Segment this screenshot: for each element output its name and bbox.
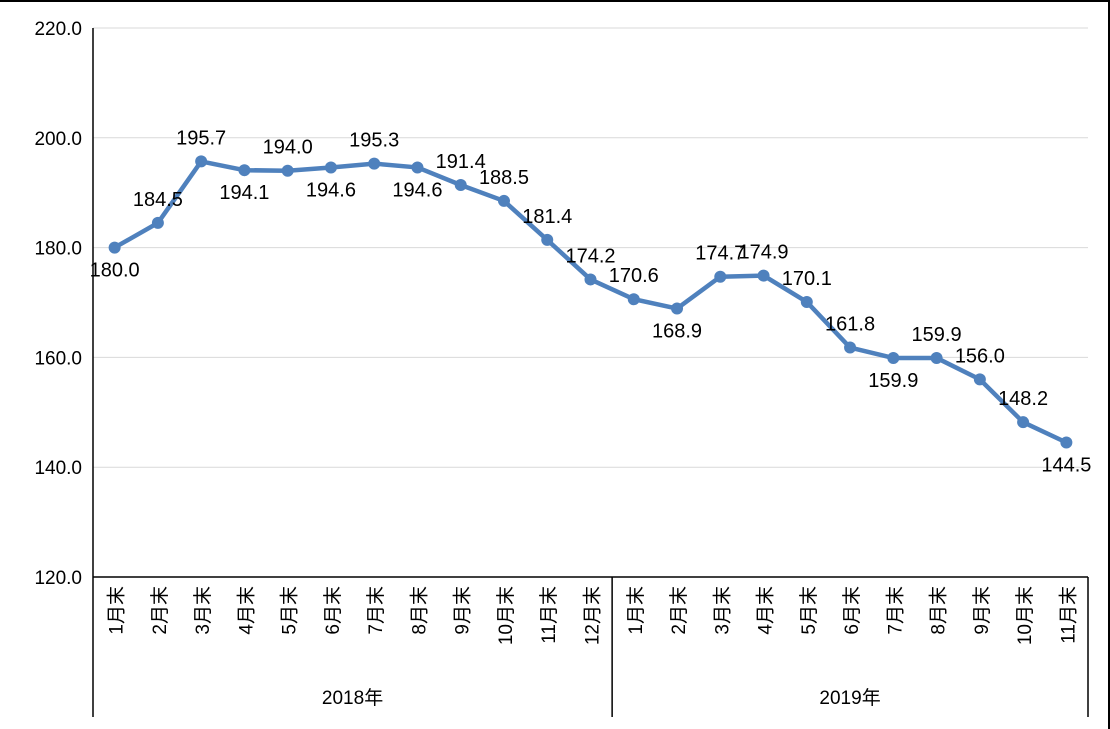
data-point-label: 174.7 <box>695 243 745 265</box>
data-point-label: 194.6 <box>392 179 442 201</box>
data-point-marker <box>714 270 727 283</box>
data-point-marker <box>454 179 467 192</box>
data-point-label: 174.2 <box>565 245 615 267</box>
data-point-marker <box>1060 436 1073 449</box>
data-point-marker <box>671 302 684 315</box>
y-axis-tick-label: 200.0 <box>34 129 82 150</box>
data-point-marker <box>541 233 554 246</box>
data-point-label: 170.1 <box>782 268 832 290</box>
x-axis-tick-label: 2月末 <box>668 586 690 635</box>
data-point-marker <box>844 341 857 354</box>
x-axis-tick-label: 4月末 <box>235 586 257 635</box>
data-point-marker <box>1017 416 1030 429</box>
x-axis-tick-label: 6月末 <box>322 586 344 635</box>
data-point-marker <box>800 295 813 308</box>
data-point-label: 156.0 <box>955 345 1005 367</box>
year-label: 2019年 <box>819 687 880 709</box>
y-axis-tick-label: 120.0 <box>34 568 82 589</box>
data-point-marker <box>887 351 900 364</box>
x-axis-tick-label: 10月末 <box>495 586 517 645</box>
x-axis-tick-label: 7月末 <box>365 586 387 635</box>
data-point-label: 181.4 <box>522 206 572 228</box>
x-axis-tick-label: 9月末 <box>971 586 993 635</box>
data-point-label: 161.8 <box>825 314 875 336</box>
data-point-label: 174.9 <box>739 242 789 264</box>
data-point-label: 170.6 <box>609 265 659 287</box>
data-point-marker <box>584 273 597 286</box>
x-axis-tick-label: 4月末 <box>755 586 777 635</box>
x-axis-tick-label: 9月末 <box>452 586 474 635</box>
data-point-label: 194.6 <box>306 179 356 201</box>
year-label: 2018年 <box>322 687 383 709</box>
x-axis-tick-label: 10月末 <box>1014 586 1036 645</box>
data-point-label: 194.0 <box>263 137 313 159</box>
x-axis-tick-label: 3月末 <box>711 586 733 635</box>
x-axis-tick-label: 2月末 <box>149 586 171 635</box>
data-point-marker <box>411 161 424 174</box>
x-axis-tick-label: 7月末 <box>884 586 906 635</box>
data-point-marker <box>627 293 640 306</box>
data-point-marker <box>281 164 294 177</box>
y-axis-tick-label: 180.0 <box>34 239 82 260</box>
data-point-marker <box>497 194 510 207</box>
data-point-marker <box>238 164 251 177</box>
data-point-label: 195.3 <box>349 130 399 152</box>
x-axis-tick-label: 6月末 <box>841 586 863 635</box>
x-axis-tick-label: 8月末 <box>928 586 950 635</box>
data-point-label: 188.5 <box>479 167 529 189</box>
data-point-label: 159.9 <box>912 324 962 346</box>
data-point-label: 144.5 <box>1041 454 1091 476</box>
data-point-label: 184.5 <box>133 189 183 211</box>
data-point-marker <box>108 241 121 254</box>
y-axis-tick-label: 220.0 <box>34 19 82 40</box>
data-point-marker <box>151 216 164 229</box>
data-point-marker <box>930 351 943 364</box>
data-point-marker <box>368 157 381 170</box>
x-axis-tick-label: 5月末 <box>798 586 820 635</box>
x-axis-tick-label: 12月末 <box>582 586 604 645</box>
data-point-marker <box>757 269 770 282</box>
data-point-label: 180.0 <box>90 260 140 282</box>
x-axis-tick-label: 1月末 <box>625 586 647 635</box>
x-axis-tick-label: 11月末 <box>538 586 560 644</box>
data-point-marker <box>195 155 208 168</box>
x-axis-tick-label: 1月末 <box>106 586 128 635</box>
x-axis-tick-label: 3月末 <box>192 586 214 635</box>
x-axis-tick-label: 11月末 <box>1057 586 1079 644</box>
data-point-label: 148.2 <box>998 388 1048 410</box>
data-point-label: 168.9 <box>652 321 702 343</box>
data-point-marker <box>973 373 986 386</box>
x-axis-tick-label: 5月末 <box>279 586 301 635</box>
y-axis-tick-label: 140.0 <box>34 458 82 479</box>
y-axis-tick-label: 160.0 <box>34 348 82 369</box>
data-point-label: 191.4 <box>436 151 486 173</box>
x-axis-tick-label: 8月末 <box>408 586 430 635</box>
data-point-label: 194.1 <box>219 182 269 204</box>
data-point-marker <box>324 161 337 174</box>
data-point-label: 159.9 <box>868 370 918 392</box>
data-point-label: 195.7 <box>176 127 226 149</box>
